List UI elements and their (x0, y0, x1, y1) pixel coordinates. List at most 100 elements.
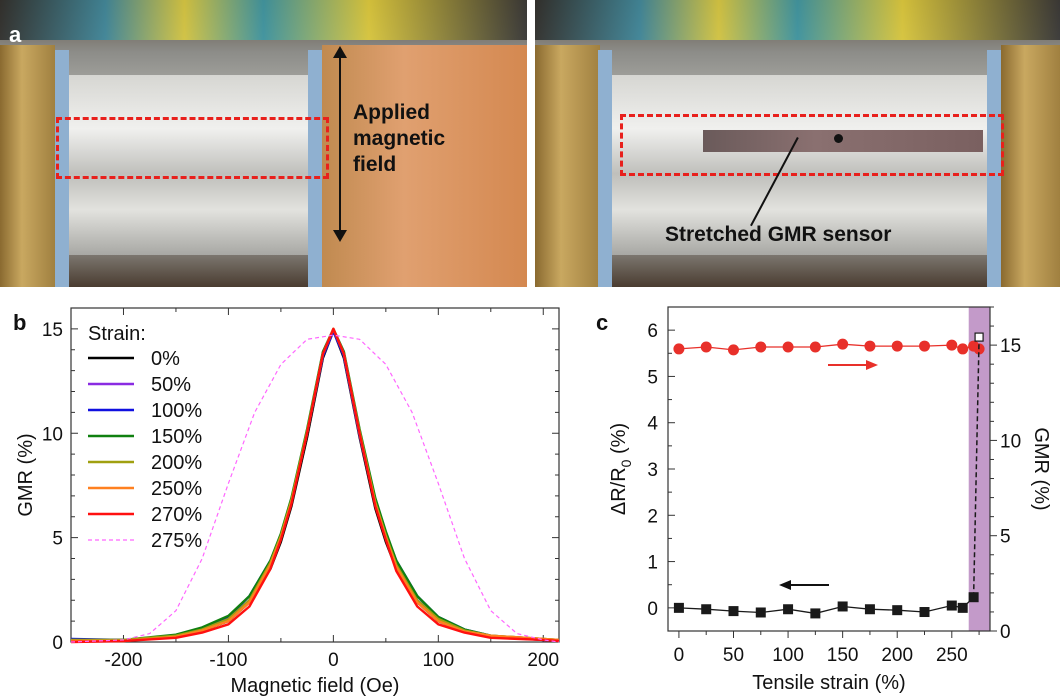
resistance-point (946, 600, 957, 611)
double-arrow-icon (333, 46, 347, 242)
resistance-point (864, 604, 875, 615)
resistance-point (919, 607, 930, 618)
gmr-point (700, 341, 712, 353)
sample-channel (69, 75, 321, 255)
right-axis-arrowhead-icon (866, 360, 878, 370)
gmr-point (957, 343, 969, 355)
chart-gmr-vs-field: 0 5 10 15 -200 -100 0 100 200 Magnetic field (Oe)… (15, 307, 560, 697)
panel-label-c: c (596, 310, 609, 335)
gmr-point (946, 339, 958, 351)
series-line-150pct (71, 327, 560, 642)
y-tick-label: 15 (42, 320, 63, 341)
gmr-point (919, 340, 931, 352)
connector-wires (535, 0, 1060, 40)
y-left-tick-label: 5 (647, 367, 658, 388)
resistance-point (755, 607, 766, 618)
x-axis-label: Tensile strain (%) (752, 672, 905, 694)
gmr-point (891, 340, 903, 352)
legend-label: 270% (151, 504, 202, 526)
x-tick-label: 250 (936, 645, 968, 666)
x-axis-label: Magnetic field (Oe) (231, 675, 400, 697)
failure-point (974, 332, 984, 342)
stretched-sensor-label: Stretched GMR sensor (665, 223, 892, 246)
resistance-point (810, 608, 821, 619)
resistance-point (673, 602, 684, 613)
left-axis-arrowhead-icon (779, 580, 791, 590)
x-tick-label: -100 (209, 650, 247, 671)
resistance-point (701, 604, 712, 615)
x-tick-label: 200 (527, 650, 559, 671)
right-clamp (322, 45, 527, 287)
plot-frame (667, 306, 991, 632)
gmr-point (673, 343, 685, 355)
x-tick-label: -200 (104, 650, 142, 671)
y-tick-label: 0 (52, 633, 63, 654)
series-line-200pct (71, 327, 560, 642)
series-line-0pct (71, 329, 559, 642)
photo-unstretched-sensor: Applied magnetic field a (0, 0, 527, 287)
panel-label-b: b (13, 310, 27, 335)
y-left-tick-label: 0 (647, 599, 658, 620)
sample-channel (612, 75, 992, 255)
y-right-axis-label: GMR (%) (1030, 427, 1052, 510)
panel-label-a: a (9, 22, 22, 47)
legend-label: 50% (151, 374, 191, 396)
resistance-point (837, 601, 848, 612)
y-left-axis-label: ΔR/R0 (%) (608, 423, 634, 515)
stretched-sensor-strip (703, 130, 983, 152)
y-left-tick-label: 4 (647, 414, 658, 435)
resistance-point (957, 602, 968, 613)
connector-wires (0, 0, 527, 40)
sensor-highlight-box (620, 114, 1004, 176)
legend-title: Strain: (88, 323, 146, 345)
failure-region (968, 307, 990, 631)
left-clamp (0, 45, 55, 287)
series-line-2 (972, 337, 980, 598)
y-left-tick-label: 6 (647, 321, 658, 342)
plot-frame (70, 307, 560, 643)
sensor-highlight-box (56, 117, 329, 179)
gmr-point (809, 341, 821, 353)
label-line: magnetic (353, 127, 446, 150)
x-tick-label: 0 (328, 650, 339, 671)
y-left-label-subscript: 0 (618, 459, 634, 467)
tape (308, 50, 322, 287)
left-clamp (535, 45, 600, 287)
label-line: field (353, 153, 397, 176)
legend-label: 100% (151, 400, 202, 422)
legend-label: 150% (151, 426, 202, 448)
x-tick-label: 0 (674, 645, 685, 666)
y-tick-label: 10 (42, 424, 63, 445)
y-right-tick-label: 0 (1000, 622, 1011, 643)
y-left-tick-label: 3 (647, 460, 658, 481)
tape (55, 50, 69, 287)
resistance-point (728, 606, 739, 617)
x-tick-label: 100 (772, 645, 804, 666)
resistance-point (783, 604, 794, 615)
legend-label: 250% (151, 478, 202, 500)
series-line-0 (678, 343, 980, 351)
gmr-point (782, 341, 794, 353)
y-right-tick-label: 5 (1000, 527, 1011, 548)
y-right-tick-label: 15 (1000, 336, 1021, 357)
gmr-point (755, 341, 767, 353)
legend-label: 200% (151, 452, 202, 474)
photo-stretched-sensor: Stretched GMR sensor (535, 0, 1060, 287)
tape (598, 50, 612, 287)
tape (987, 50, 1001, 287)
series-line-270pct (70, 327, 560, 644)
legend-label: 0% (151, 348, 180, 370)
series-line-275pct (70, 334, 560, 643)
y-right-tick-label: 10 (1000, 431, 1021, 452)
label-line: Applied (353, 101, 430, 124)
pointer-dot (834, 134, 843, 143)
gmr-point (837, 338, 849, 350)
resistance-point (892, 605, 903, 616)
y-left-tick-label: 2 (647, 506, 658, 527)
y-left-tick-label: 1 (647, 553, 658, 574)
y-left-label-main: ΔR/R (608, 467, 630, 515)
gmr-point (727, 344, 739, 356)
x-tick-label: 50 (723, 645, 744, 666)
